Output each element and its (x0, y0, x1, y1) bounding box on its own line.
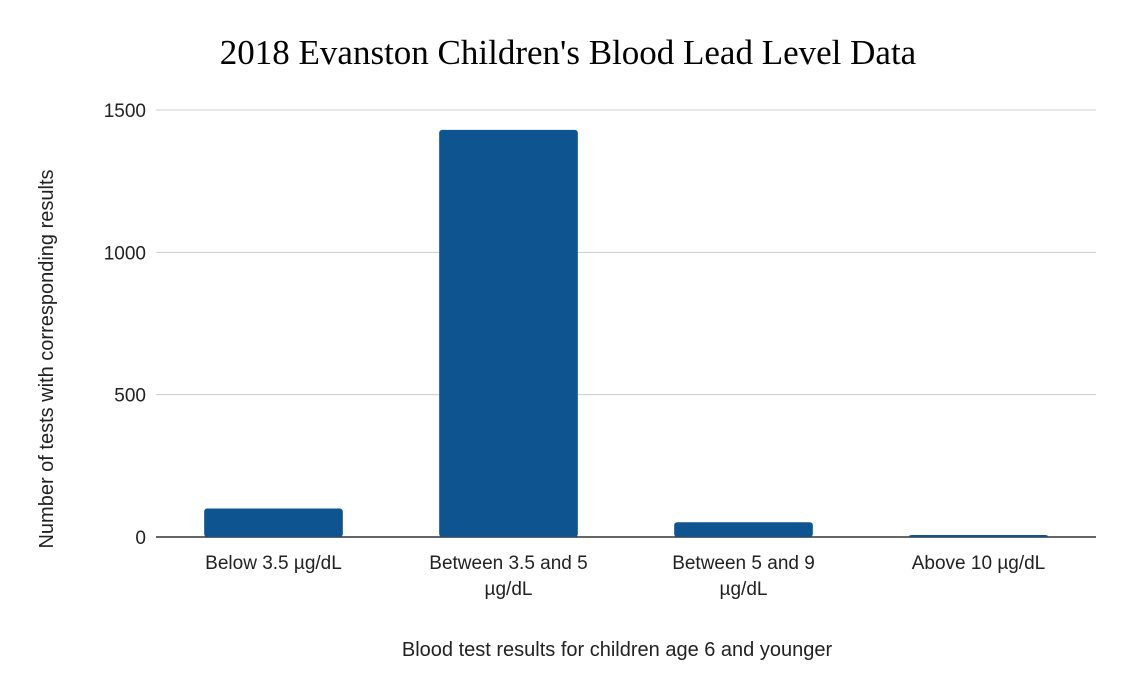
x-category-label: Below 3.5 µg/dL (205, 553, 342, 574)
gridlines (156, 109, 1096, 538)
x-category-label: µg/dL (720, 579, 768, 600)
bar (674, 522, 813, 537)
y-tick-label: 0 (135, 528, 146, 549)
x-axis-title: Blood test results for children age 6 an… (402, 639, 833, 661)
x-category-label: µg/dL (485, 579, 533, 600)
x-category-label: Above 10 µg/dL (912, 553, 1046, 574)
y-tick-label: 1000 (104, 243, 146, 264)
bar (204, 508, 343, 537)
y-tick-label: 1500 (104, 101, 146, 122)
bar (439, 129, 578, 537)
x-category-label: Between 3.5 and 5 (429, 553, 587, 574)
y-axis-ticks: 0 500 1000 1500 (104, 101, 146, 549)
chart-title: 2018 Evanston Children's Blood Lead Leve… (220, 33, 917, 72)
bar (909, 535, 1048, 537)
x-axis-categories: Below 3.5 µg/dL Between 3.5 and 5 µg/dL Bet… (205, 553, 1045, 600)
y-axis-title: Number of tests with corresponding resul… (36, 169, 58, 548)
bars (204, 129, 1048, 537)
y-tick-label: 500 (114, 386, 146, 407)
x-category-label: Between 5 and 9 (672, 553, 815, 574)
